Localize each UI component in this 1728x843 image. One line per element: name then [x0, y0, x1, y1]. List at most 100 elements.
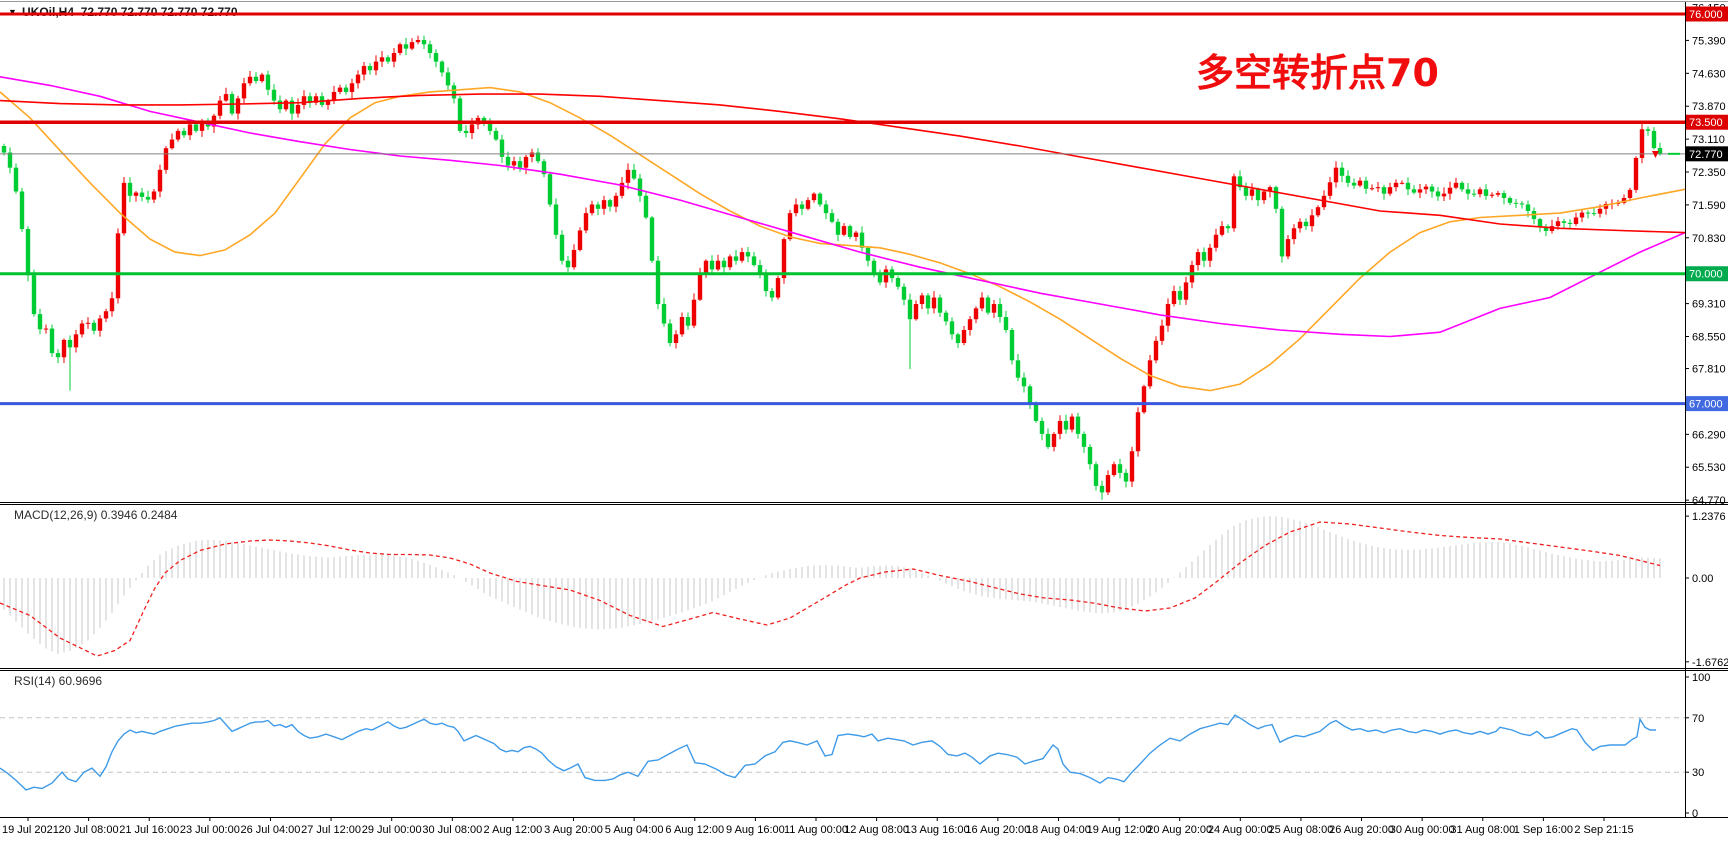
candle-body: [241, 83, 247, 99]
candle-body: [1441, 193, 1447, 197]
candle-body: [1297, 221, 1303, 229]
candle-body: [337, 87, 343, 92]
candle-body: [1207, 247, 1213, 261]
candle-body: [1519, 203, 1525, 205]
candle-body: [1555, 221, 1561, 227]
candle-body: [73, 334, 79, 348]
time-axis[interactable]: 19 Jul 2021 20 Jul 08:00 21 Jul 16:00 23 Ju…: [2, 817, 1634, 836]
candle-body: [1069, 416, 1075, 430]
candle-body: [223, 94, 229, 101]
candle-body: [421, 39, 427, 45]
time-tick-label: 23 Jul 00:00: [180, 824, 240, 836]
candle-body: [385, 57, 391, 62]
rsi-indicator-label: RSI(14) 60.9696: [14, 674, 103, 688]
candle-body: [691, 299, 697, 326]
candle-body: [805, 200, 811, 209]
price-badge-67.000: [1686, 396, 1728, 412]
candle-body: [1159, 325, 1165, 341]
candle-body: [1357, 180, 1363, 186]
candle-body: [1621, 197, 1627, 203]
candle-body: [823, 204, 829, 214]
rsi-scale-label: 70: [1692, 713, 1704, 725]
candle-body: [1483, 189, 1489, 196]
horizontal-level-lines[interactable]: [0, 12, 1685, 406]
price-axis[interactable]: 76.15075.39074.63073.87073.11072.35071.5…: [1685, 3, 1728, 508]
chart-annotation-text[interactable]: 多空转折点70: [1196, 51, 1439, 95]
candle-body: [1285, 239, 1291, 257]
time-tick-label: 18 Aug 04:00: [1026, 824, 1091, 836]
candle-body: [373, 61, 379, 71]
symbol-marker-icon: ▼: [8, 7, 17, 17]
candle-body: [859, 232, 865, 248]
price-tick-label: 64.770: [1692, 495, 1726, 507]
candle-body: [1021, 377, 1027, 387]
candle-body: [103, 311, 109, 319]
candle-body: [325, 100, 331, 105]
price-tick-label: 72.350: [1692, 167, 1726, 179]
candle-body: [1489, 194, 1495, 196]
candle-body: [31, 275, 37, 315]
macd-scale-zero: 0.00: [1692, 573, 1713, 585]
candle-body: [1135, 412, 1141, 452]
candle-body: [1147, 360, 1153, 387]
candle-body: [937, 297, 943, 313]
candle-body: [37, 314, 43, 330]
candle-body: [655, 260, 661, 305]
time-tick-label: 19 Aug 12:00: [1087, 824, 1152, 836]
candle-body: [1417, 189, 1423, 193]
candle-body: [811, 193, 817, 201]
price-badge-label: 76.000: [1689, 9, 1723, 21]
time-tick-label: 3 Aug 20:00: [544, 824, 603, 836]
candle-body: [607, 200, 613, 207]
candle-body: [637, 178, 643, 196]
candle-body: [157, 169, 163, 192]
macd-panel[interactable]: 1.2376 0.00 -1.6762: [0, 511, 1728, 669]
candle-body: [1003, 317, 1009, 331]
candle-body: [1405, 182, 1411, 190]
time-tick-label: 12 Aug 08:00: [844, 824, 909, 836]
candle-body: [955, 334, 961, 344]
candle-body: [871, 260, 877, 274]
candle-body: [733, 256, 739, 261]
panel-frame: [0, 1, 1728, 818]
candle-body: [1213, 234, 1219, 248]
price-tick-label: 65.530: [1692, 462, 1726, 474]
candle-body: [835, 221, 841, 235]
candle-body: [397, 44, 403, 53]
candle-body: [289, 100, 295, 114]
candle-body: [1183, 282, 1189, 300]
candle-body: [703, 260, 709, 274]
candle-body: [973, 308, 979, 320]
candle-body: [523, 156, 529, 168]
candle-body: [1243, 187, 1249, 196]
candle-body: [13, 167, 19, 192]
candle-body: [1105, 475, 1111, 493]
candle-body: [499, 139, 505, 157]
candle-body: [487, 122, 493, 131]
rsi-panel[interactable]: 100 70 30 0: [0, 672, 1710, 820]
macd-signal-line: [0, 521, 1661, 657]
candle-body: [1471, 193, 1477, 195]
candle-body: [43, 328, 49, 330]
candle-body: [463, 130, 469, 134]
time-tick-label: 26 Jul 04:00: [240, 824, 300, 836]
candle-body: [1447, 187, 1453, 194]
candle-body: [1339, 167, 1345, 176]
candle-body: [1345, 175, 1351, 183]
candle-body: [1633, 157, 1639, 190]
candle-body: [109, 298, 115, 312]
candle-body: [631, 169, 637, 179]
candle-body: [619, 182, 625, 196]
candle-body: [481, 117, 487, 123]
candle-body: [301, 96, 307, 105]
rsi-scale-label: 30: [1692, 767, 1704, 779]
time-tick-label: 2 Aug 12:00: [484, 824, 543, 836]
candle-body: [1651, 130, 1657, 149]
candle-body: [1267, 187, 1273, 192]
candle-body: [169, 139, 175, 149]
candle-body: [1279, 208, 1285, 257]
candle-body: [547, 174, 553, 205]
candle-body: [133, 192, 139, 196]
candle-body: [1327, 182, 1333, 196]
